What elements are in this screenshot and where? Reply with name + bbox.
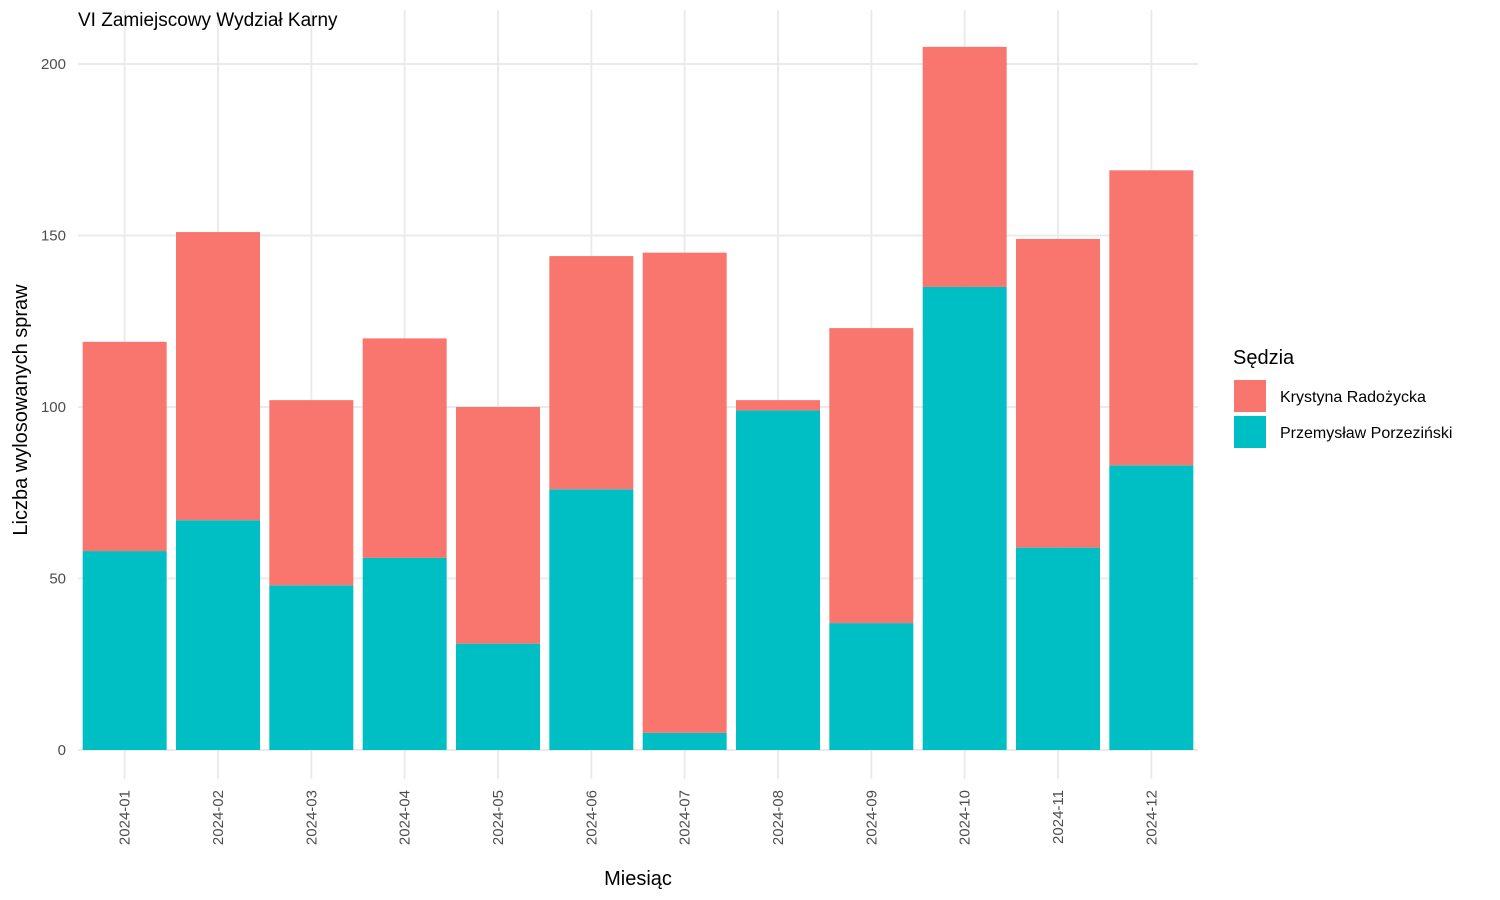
- bar-przemysław-2024-11: [1016, 547, 1100, 750]
- bar-krystyna-2024-07: [642, 252, 727, 733]
- legend-label: Przemysław Porzeziński: [1280, 425, 1452, 442]
- x-axis-title: Miesiąc: [604, 868, 672, 890]
- legend-title: Sędzia: [1233, 347, 1295, 369]
- y-tick-label: 150: [41, 228, 66, 245]
- bar-krystyna-2024-04: [362, 338, 447, 558]
- bar-przemysław-2024-07: [642, 732, 727, 750]
- y-axis-ticks: 0 50 100 150 200: [41, 56, 66, 759]
- bar-krystyna-2024-12: [1109, 170, 1194, 466]
- y-tick-label: 0: [58, 742, 66, 759]
- legend-label: Krystyna Radożycka: [1280, 389, 1426, 406]
- bar-krystyna-2024-06: [549, 256, 634, 490]
- bar-przemysław-2024-08: [736, 410, 820, 750]
- legend-swatch: [1234, 380, 1266, 412]
- bar-krystyna-2024-11: [1016, 238, 1100, 548]
- bar-przemysław-2024-06: [549, 489, 634, 750]
- bar-przemysław-2024-03: [269, 585, 354, 750]
- x-tick-label: 2024-11: [1050, 790, 1067, 844]
- bar-krystyna-2024-05: [456, 407, 540, 644]
- x-tick-label: 2024-02: [210, 790, 227, 845]
- x-tick-label: 2024-03: [303, 790, 320, 845]
- x-tick-label: 2024-05: [490, 790, 507, 845]
- bar-krystyna-2024-03: [269, 400, 354, 586]
- y-tick-label: 200: [41, 56, 66, 73]
- bar-krystyna-2024-09: [829, 328, 914, 624]
- bar-przemysław-2024-12: [1109, 465, 1194, 750]
- x-tick-label: 2024-09: [863, 790, 880, 845]
- legend: Sędzia Krystyna Radożycka Przemysław Porz…: [1233, 347, 1452, 448]
- bar-przemysław-2024-09: [829, 623, 914, 750]
- bar-krystyna-2024-01: [82, 341, 167, 552]
- y-tick-label: 50: [49, 571, 66, 588]
- bar-przemysław-2024-04: [362, 557, 447, 750]
- bars: [82, 46, 1194, 750]
- y-tick-label: 100: [41, 399, 66, 416]
- chart-title: VI Zamiejscowy Wydział Karny: [78, 10, 338, 31]
- x-tick-label: 2024-06: [583, 790, 600, 845]
- x-tick-label: 2024-12: [1143, 790, 1160, 845]
- x-tick-label: 2024-04: [397, 790, 414, 845]
- bar-przemysław-2024-01: [82, 551, 167, 750]
- legend-swatch: [1234, 416, 1266, 448]
- bar-krystyna-2024-10: [922, 46, 1007, 287]
- x-tick-label: 2024-10: [957, 790, 974, 845]
- bar-krystyna-2024-02: [176, 232, 260, 521]
- x-tick-label: 2024-08: [770, 790, 787, 845]
- y-axis-title: Liczba wylosowanych spraw: [10, 284, 32, 536]
- bar-przemysław-2024-05: [456, 643, 540, 750]
- bar-przemysław-2024-10: [922, 286, 1007, 750]
- x-axis-ticks: 2024-01 2024-02 2024-03 2024-04 2024-05 2024-…: [117, 790, 1161, 845]
- bar-krystyna-2024-08: [736, 400, 820, 411]
- bar-przemysław-2024-02: [176, 520, 260, 750]
- x-tick-label: 2024-01: [117, 790, 134, 845]
- legend-items: Krystyna Radożycka Przemysław Porzeziński: [1234, 380, 1452, 448]
- x-tick-label: 2024-07: [677, 790, 694, 845]
